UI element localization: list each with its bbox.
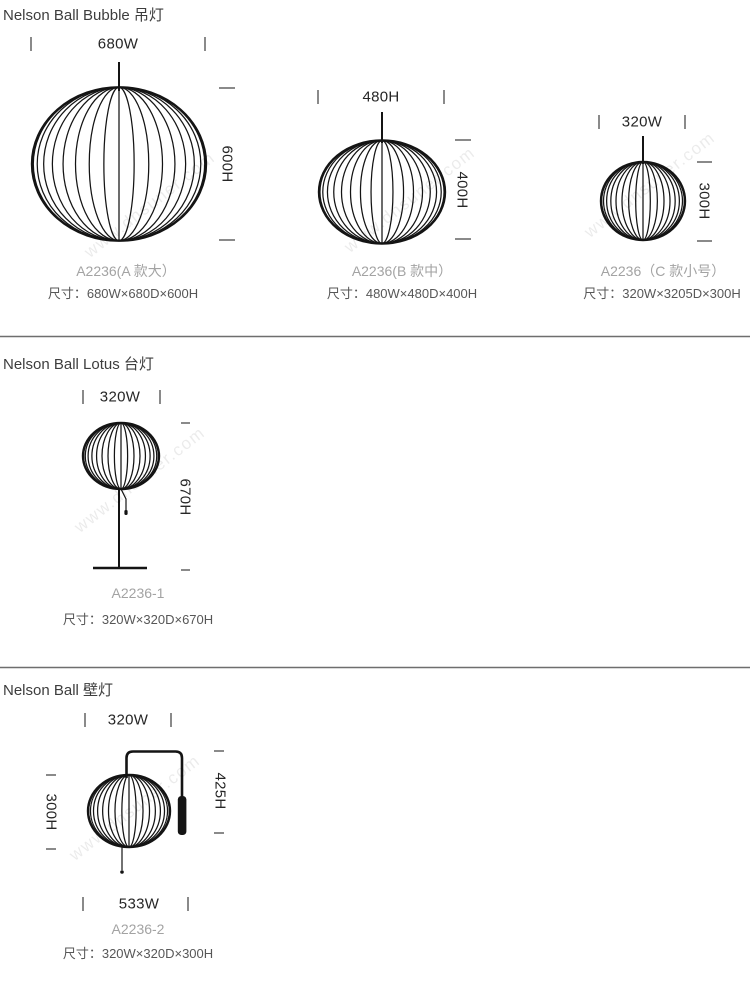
dim-height-label: 400H <box>453 171 471 209</box>
table-lamp-drawing <box>82 390 190 571</box>
section-title-table: Nelson Ball Lotus 台灯 <box>3 356 154 373</box>
dim-height-label: 670H <box>176 478 194 516</box>
dimension-ticks <box>598 115 712 242</box>
dim-width-bottom-label: 533W <box>118 895 160 913</box>
pendant-lamp-b-drawing <box>317 90 471 245</box>
model-label: A2236-1 <box>111 585 165 601</box>
section-title-wall: Nelson Ball 壁灯 <box>3 682 114 699</box>
dimension-ticks <box>317 90 471 240</box>
dim-width-label: 320W <box>99 388 141 406</box>
model-label: A2236（C 款小号） <box>600 263 726 279</box>
pendant-lamp-c-drawing <box>598 115 712 242</box>
size-label: 尺寸：320W×320D×670H <box>62 612 214 627</box>
model-label: A2236-2 <box>111 921 165 937</box>
wall-lamp-drawing <box>46 713 224 911</box>
dimension-ticks <box>46 713 224 911</box>
dim-height-label: 600H <box>218 145 236 183</box>
dim-height-left-label: 300H <box>42 793 60 831</box>
dim-width-label: 320W <box>621 113 663 131</box>
size-label: 尺寸：680W×680D×600H <box>47 286 199 301</box>
pendant-lamp-a-drawing <box>30 37 235 242</box>
model-label: A2236(A 款大） <box>76 263 176 279</box>
size-label: 尺寸：480W×480D×400H <box>326 286 478 301</box>
size-label: 尺寸：320W×3205D×300H <box>583 286 741 301</box>
section-title-pendant: Nelson Ball Bubble 吊灯 <box>3 7 164 24</box>
dim-height-right-label: 425H <box>211 772 229 810</box>
dimension-ticks <box>30 37 235 241</box>
dim-width-label: 480H <box>362 88 400 106</box>
dim-width-label: 320W <box>107 711 149 729</box>
dim-height-label: 300H <box>695 182 713 220</box>
dim-width-label: 680W <box>97 35 139 53</box>
size-label: 尺寸：320W×320D×300H <box>62 946 214 961</box>
model-label: A2236(B 款中） <box>351 263 453 279</box>
dimension-ticks <box>82 390 190 571</box>
